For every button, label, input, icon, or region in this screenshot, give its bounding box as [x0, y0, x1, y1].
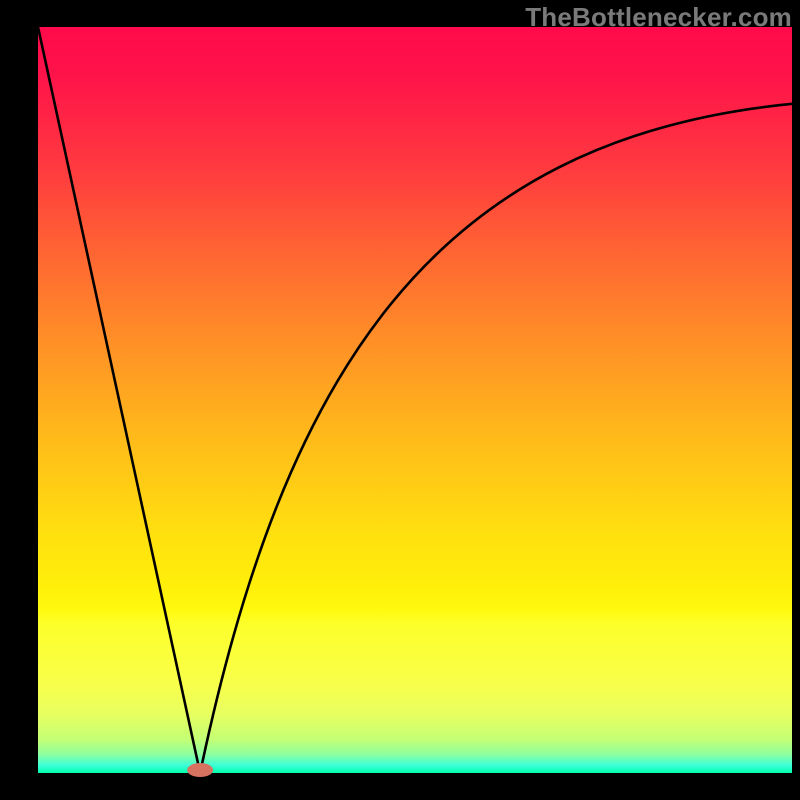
plot-background: [38, 27, 792, 773]
watermark-text: TheBottlenecker.com: [525, 2, 792, 33]
chart-container: { "watermark": { "text": "TheBottlenecke…: [0, 0, 800, 800]
bottleneck-chart: [0, 0, 800, 800]
minimum-marker: [187, 763, 213, 777]
